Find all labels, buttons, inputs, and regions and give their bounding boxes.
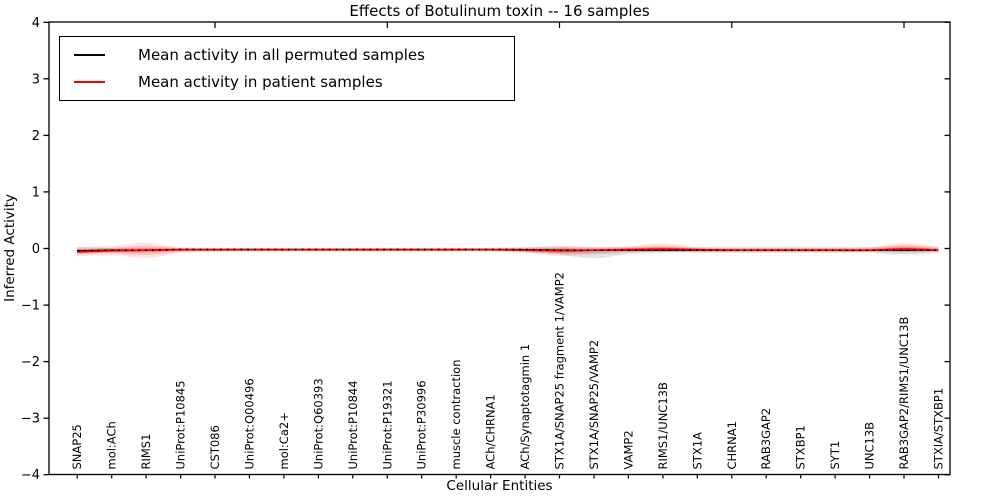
category-label: CHRNA1: [725, 421, 739, 469]
category-label: SYT1: [828, 441, 842, 470]
y-tick-label: 4: [32, 16, 40, 31]
category-label: UniProt:P10845: [174, 380, 188, 469]
y-tick-label: −2: [21, 355, 40, 370]
category-label: UniProt:P10844: [346, 380, 360, 469]
y-axis-ticks: 4 3 2 1 0 −1 −2 −3 −4: [21, 16, 950, 483]
legend-line-sample-black: [74, 53, 105, 56]
category-label: ACh/Synaptotagmin 1: [518, 344, 532, 470]
category-label: UniProt:P19321: [380, 380, 394, 469]
category-label: muscle contraction: [449, 359, 463, 469]
chart-title: Effects of Botulinum toxin -- 16 samples: [349, 2, 650, 20]
legend-line-sample-red: [74, 81, 105, 84]
category-label: SNAP25: [70, 424, 84, 469]
x-axis-ticks: [76, 22, 940, 479]
category-label: VAMP2: [621, 430, 635, 469]
category-label: RIMS1: [139, 434, 153, 470]
y-tick-label: 0: [32, 242, 40, 257]
y-tick-label: 2: [32, 129, 40, 144]
category-label: RAB3GAP2/RIMS1/UNC13B: [897, 317, 911, 470]
y-tick-label: 1: [32, 185, 40, 200]
legend-label: Mean activity in patient samples: [138, 73, 383, 92]
mean-lines: [77, 248, 939, 253]
legend-item-patient: Mean activity in patient samples: [60, 69, 514, 95]
category-label: STX1A: [690, 432, 704, 470]
category-label: mol:ACh: [105, 421, 119, 469]
category-label: STX1A/SNAP25 fragment 1/VAMP2: [553, 272, 567, 469]
category-labels: SNAP25 mol:ACh RIMS1 UniProt:P10845 CST086 Un…: [70, 272, 945, 469]
legend-item-permuted: Mean activity in all permuted samples: [60, 42, 514, 68]
category-label: ACh/CHRNA1: [484, 394, 498, 469]
category-label: RAB3GAP2: [759, 408, 773, 470]
y-tick-label: −3: [21, 412, 40, 427]
legend: Mean activity in all permuted samples Me…: [59, 36, 515, 101]
category-label: RIMS1/UNC13B: [656, 382, 670, 469]
patient-mean-line: [77, 248, 939, 253]
category-label: mol:Ca2+: [277, 412, 291, 469]
y-tick-label: −1: [21, 299, 40, 314]
category-label: CST086: [208, 425, 222, 469]
category-label: STXIA/STXBP1: [932, 388, 946, 470]
category-label: UniProt:Q00496: [242, 378, 256, 469]
category-label: UniProt:P30996: [415, 380, 429, 469]
category-label: STX1A/SNAP25/VAMP2: [587, 340, 601, 470]
y-tick-label: 3: [32, 72, 40, 87]
legend-label: Mean activity in all permuted samples: [138, 45, 425, 64]
y-tick-label: −4: [21, 468, 40, 483]
category-label: UniProt:Q60393: [311, 378, 325, 469]
category-label: STXBP1: [794, 425, 808, 469]
category-label: UNC13B: [863, 422, 877, 470]
x-axis-label: Cellular Entities: [446, 478, 553, 494]
